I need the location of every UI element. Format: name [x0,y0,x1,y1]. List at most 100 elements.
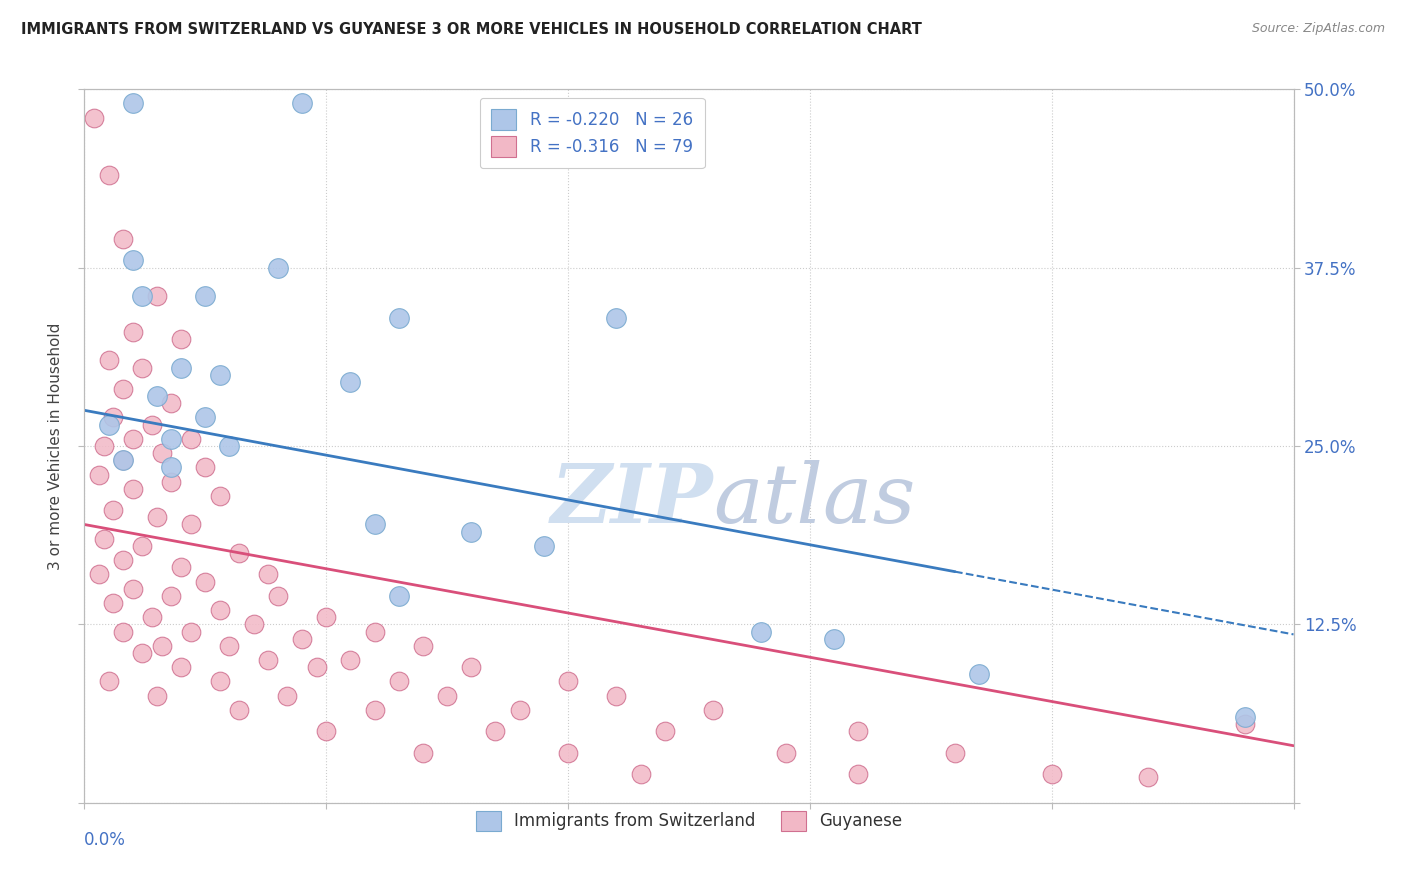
Point [103,503,125,517]
Point [160,432,183,446]
Point [1234,710,1257,724]
Point [146,510,169,524]
Point [654,724,676,739]
Point [267,589,290,603]
Point [103,596,125,610]
Point [170,360,193,375]
Point [112,453,135,467]
Point [93,532,115,546]
Point [121,96,143,111]
Point [267,260,290,275]
Point [228,546,250,560]
Point [1137,770,1160,784]
Point [291,632,314,646]
Point [97,168,120,182]
Point [484,724,506,739]
Point [121,482,143,496]
Point [363,517,385,532]
Point [291,96,314,111]
Point [194,460,217,475]
Point [208,368,231,382]
Point [751,624,773,639]
Point [218,639,240,653]
Point [460,660,482,674]
Point [83,111,105,125]
Point [605,689,627,703]
Point [150,446,173,460]
Point [160,460,183,475]
Point [131,646,153,660]
Point [412,746,434,760]
Point [1040,767,1063,781]
Point [509,703,531,717]
Point [460,524,482,539]
Point [315,724,337,739]
Point [131,539,153,553]
Point [160,396,183,410]
Text: IMMIGRANTS FROM SWITZERLAND VS GUYANESE 3 OR MORE VEHICLES IN HOUSEHOLD CORRELAT: IMMIGRANTS FROM SWITZERLAND VS GUYANESE … [21,22,922,37]
Point [121,432,143,446]
Point [276,689,298,703]
Point [557,746,579,760]
Point [967,667,990,681]
Point [93,439,115,453]
Point [363,703,385,717]
Point [170,332,193,346]
Point [97,417,120,432]
Point [943,746,966,760]
Point [194,574,217,589]
Point [112,553,135,567]
Point [180,432,202,446]
Text: 0.0%: 0.0% [84,831,127,849]
Point [605,310,627,325]
Y-axis label: 3 or more Vehicles in Household: 3 or more Vehicles in Household [48,322,63,570]
Point [150,639,173,653]
Point [388,310,411,325]
Point [339,375,361,389]
Point [112,453,135,467]
Point [846,767,869,781]
Point [218,439,240,453]
Text: atlas: atlas [713,460,915,541]
Point [363,624,385,639]
Point [112,382,135,396]
Point [208,603,231,617]
Point [97,353,120,368]
Point [1234,717,1257,731]
Point [630,767,652,781]
Legend: Immigrants from Switzerland, Guyanese: Immigrants from Switzerland, Guyanese [463,797,915,845]
Point [121,325,143,339]
Point [141,610,163,624]
Point [208,489,231,503]
Point [87,467,110,482]
Point [388,589,411,603]
Point [121,582,143,596]
Point [160,589,183,603]
Point [131,360,153,375]
Point [194,410,217,425]
Point [97,674,120,689]
Point [146,289,169,303]
Point [170,560,193,574]
Point [146,389,169,403]
Point [160,475,183,489]
Point [208,674,231,689]
Point [180,517,202,532]
Point [141,417,163,432]
Point [228,703,250,717]
Point [846,724,869,739]
Point [121,253,143,268]
Point [305,660,328,674]
Point [103,410,125,425]
Point [339,653,361,667]
Point [557,674,579,689]
Text: ZIP: ZIP [551,460,713,541]
Point [775,746,797,760]
Point [194,289,217,303]
Point [436,689,458,703]
Point [257,567,280,582]
Point [146,689,169,703]
Point [388,674,411,689]
Point [823,632,845,646]
Text: Source: ZipAtlas.com: Source: ZipAtlas.com [1251,22,1385,36]
